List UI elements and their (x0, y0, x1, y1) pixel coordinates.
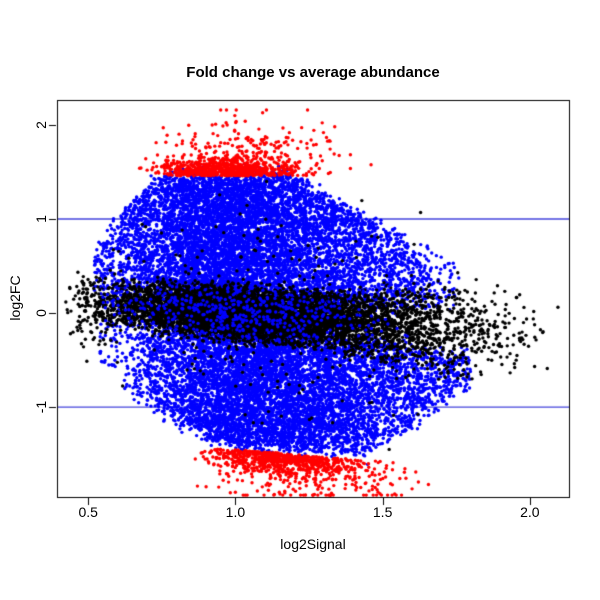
x-axis-label: log2Signal (280, 536, 346, 552)
chart-title: Fold change vs average abundance (186, 64, 440, 81)
y-tick-label--1: -1 (33, 400, 49, 414)
y-tick-label-2: 2 (33, 121, 49, 129)
x-tick-label-0.5: 0.5 (78, 504, 98, 520)
x-tick-label-1.0: 1.0 (225, 504, 246, 520)
x-tick-label-1.5: 1.5 (372, 504, 393, 520)
y-tick-label-0: 0 (33, 309, 49, 317)
y-tick-label-1: 1 (33, 215, 49, 223)
y-axis-label: log2FC (7, 275, 23, 321)
x-tick-label-2.0: 2.0 (520, 504, 540, 520)
